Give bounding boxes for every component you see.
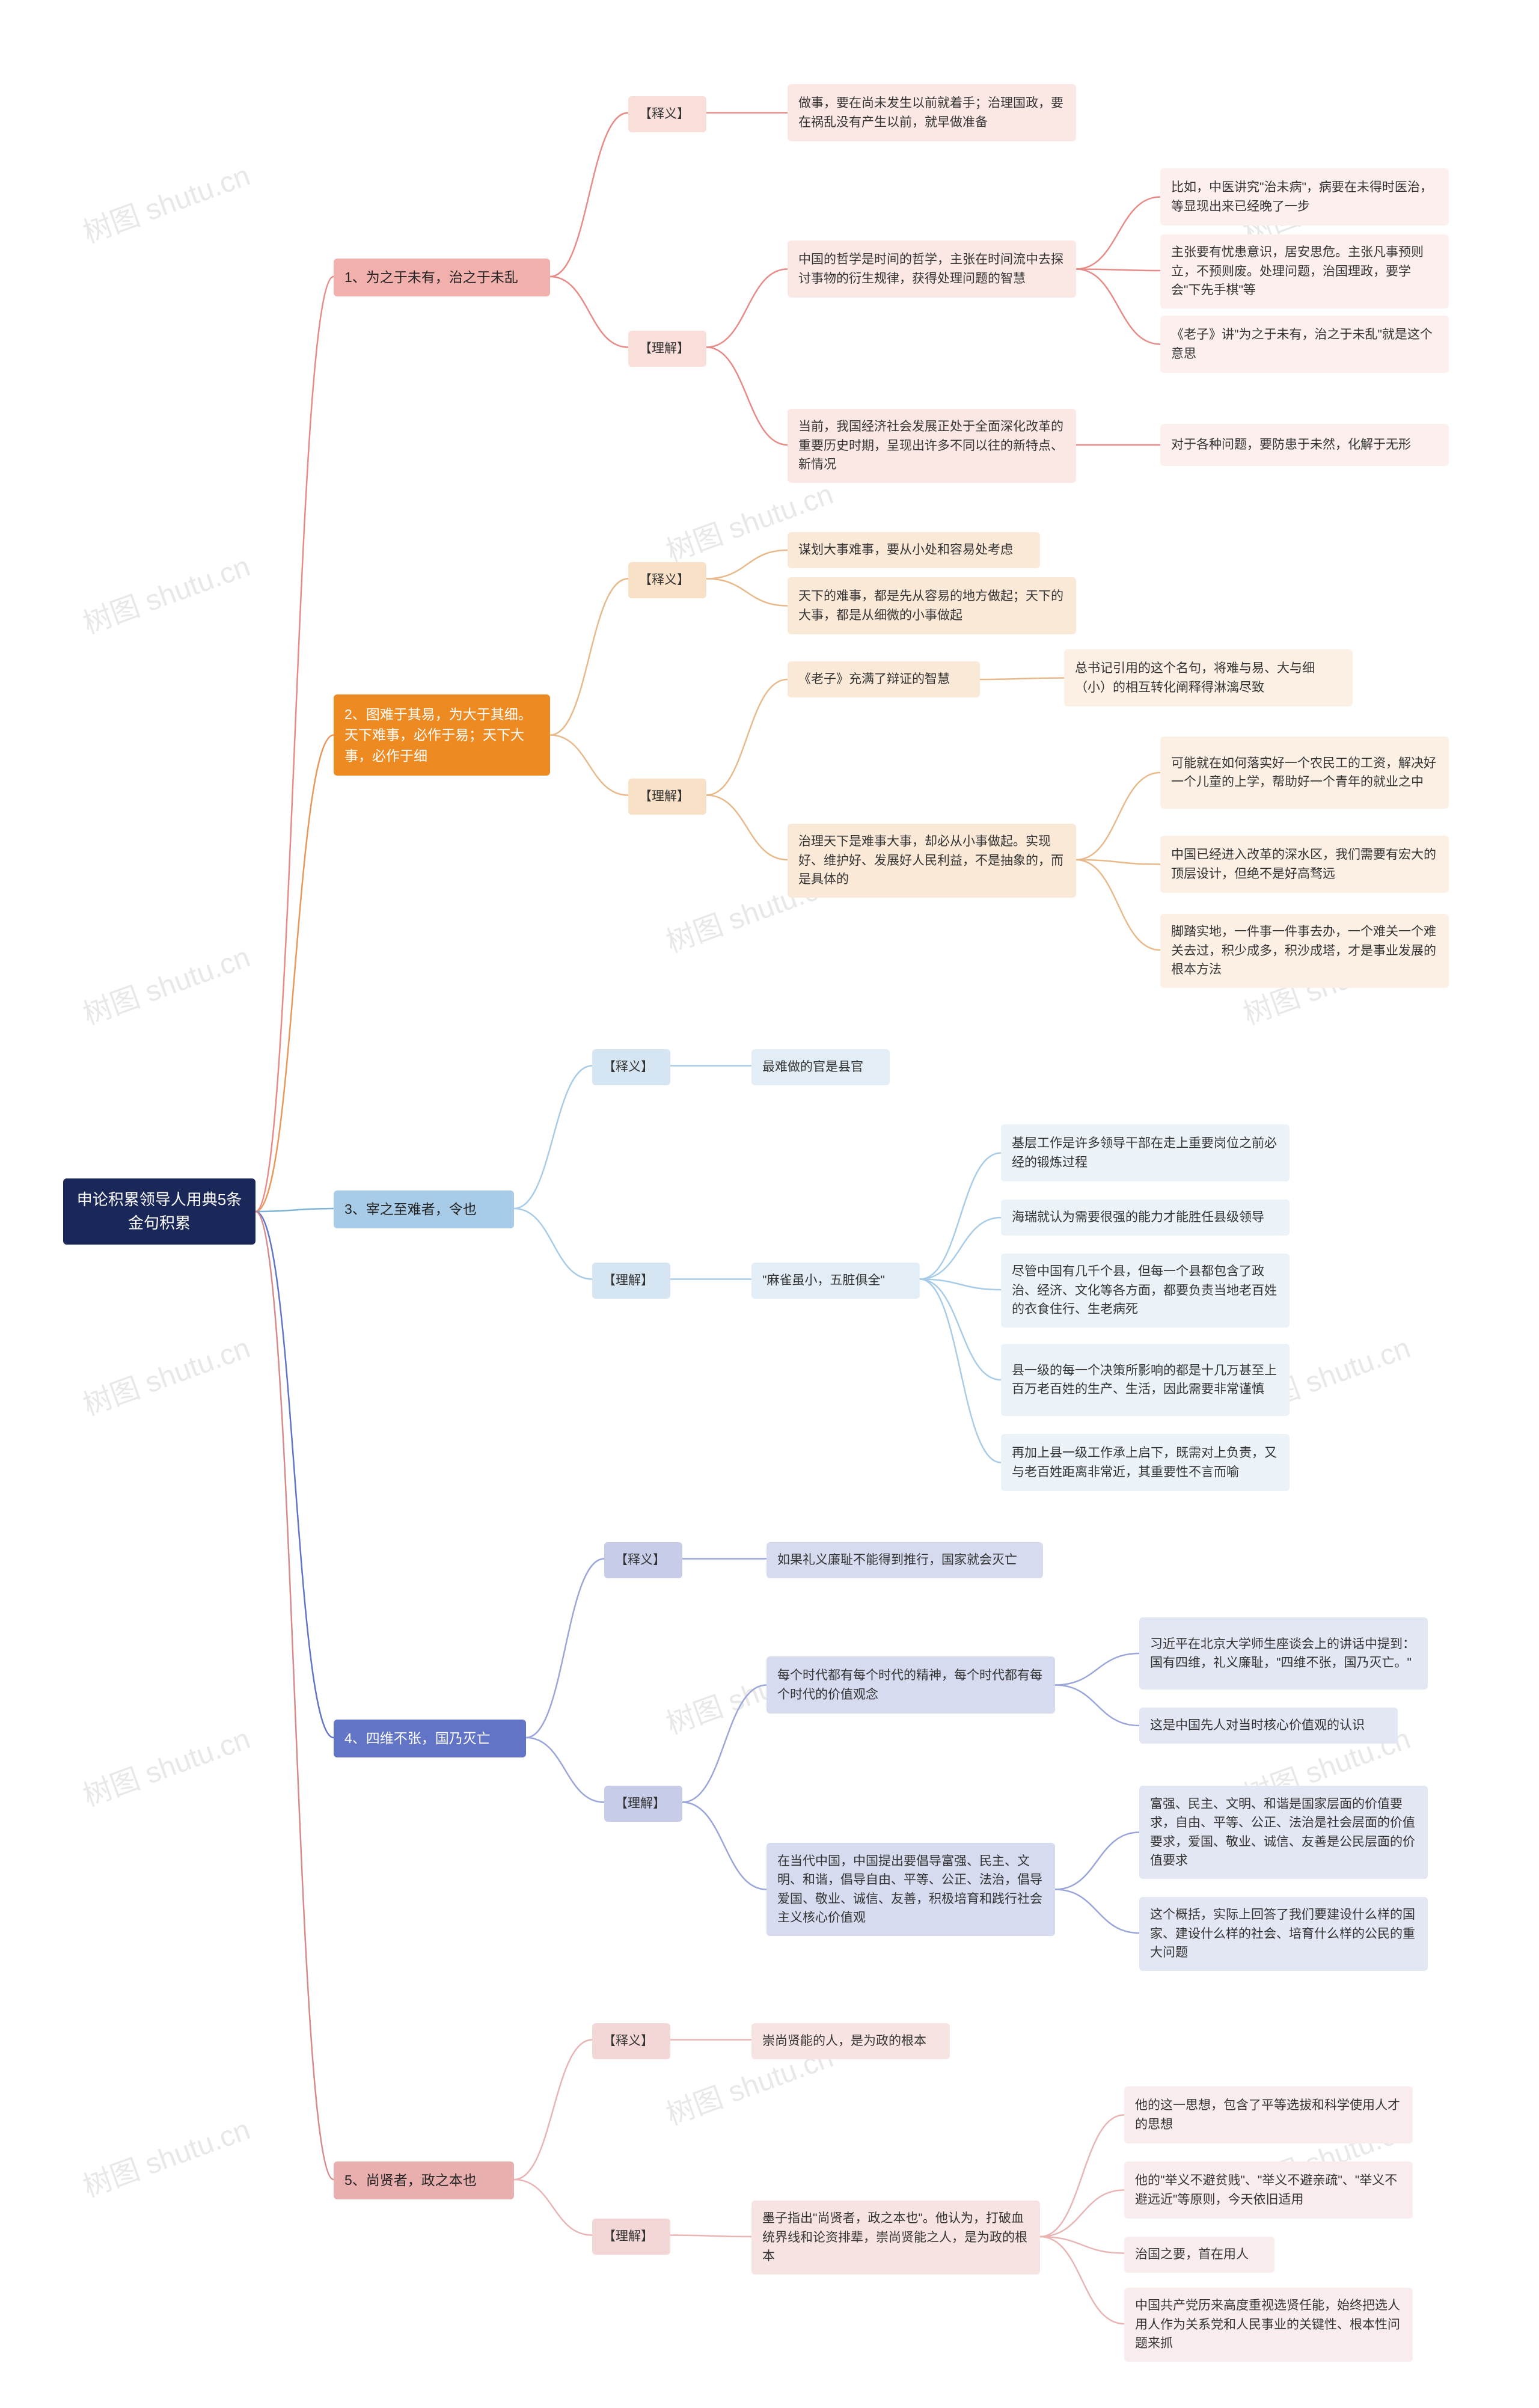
- branch-1-l4-2-1-2: 主张要有忧患意识，居安思危。主张凡事预则立，不预则废。处理问题，治国理政，要学会…: [1160, 234, 1449, 308]
- branch-4-l4-2-2-2: 这个概括，实际上回答了我们要建设什么样的国家、建设什么样的社会、培育什么样的公民…: [1139, 1897, 1428, 1971]
- branch-3-l4-2-1-3: 尽管中国有几千个县，但每一个县都包含了政治、经济、文化等各方面，都要负责当地老百…: [1001, 1254, 1290, 1328]
- branch-4-l4-2-2-1: 富强、民主、文明、和谐是国家层面的价值要求，自由、平等、公正、法治是社会层面的价…: [1139, 1786, 1428, 1879]
- branch-3-l4-2-1-4: 县一级的每一个决策所影响的都是十几万甚至上百万老百姓的生产、生活，因此需要非常谨…: [1001, 1344, 1290, 1416]
- branch-5: 5、尚贤者，政之本也: [334, 2161, 514, 2199]
- branch-1-l2-1: 【释义】: [628, 96, 706, 132]
- branch-2-l4-2-2-3: 脚踏实地，一件事一件事去办，一个难关一个难关去过，积少成多，积沙成塔，才是事业发…: [1160, 914, 1449, 988]
- watermark: 树图 shutu.cn: [76, 152, 255, 251]
- branch-1-l2-2: 【理解】: [628, 331, 706, 367]
- watermark: 树图 shutu.cn: [76, 1324, 255, 1423]
- branch-5-l4-2-1-2: 他的"举义不避贫贱"、"举义不避亲疏"、"举义不避远近"等原则，今天依旧适用: [1124, 2161, 1413, 2219]
- watermark: 树图 shutu.cn: [76, 933, 255, 1032]
- branch-4: 4、四维不张，国乃灭亡: [334, 1720, 526, 1757]
- branch-2-l2-1: 【释义】: [628, 562, 706, 598]
- branch-2-l2-2: 【理解】: [628, 779, 706, 815]
- branch-1-l3-1-1: 做事，要在尚未发生以前就着手；治理国政，要在祸乱没有产生以前，就早做准备: [788, 84, 1076, 141]
- branch-3-l4-2-1-5: 再加上县一级工作承上启下，既需对上负责，又与老百姓距离非常近，其重要性不言而喻: [1001, 1434, 1290, 1491]
- branch-4-l2-2: 【理解】: [604, 1786, 682, 1822]
- root-node: 申论积累领导人用典5条金句积累: [63, 1178, 255, 1245]
- branch-3-l3-1-1: 最难做的官是县官: [751, 1049, 890, 1085]
- branch-3: 3、宰之至难者，令也: [334, 1190, 514, 1228]
- branch-5-l4-2-1-4: 中国共产党历来高度重视选贤任能，始终把选人用人作为关系党和人民事业的关键性、根本…: [1124, 2288, 1413, 2362]
- branch-3-l2-2: 【理解】: [592, 1263, 670, 1299]
- branch-2: 2、图难于其易，为大于其细。天下难事，必作于易；天下大事，必作于细: [334, 694, 550, 776]
- branch-5-l4-2-1-3: 治国之要，首在用人: [1124, 2237, 1274, 2273]
- branch-2-l3-2-1: 《老子》充满了辩证的智慧: [788, 661, 980, 697]
- branch-2-l4-2-1-1: 总书记引用的这个名句，将难与易、大与细（小）的相互转化阐释得淋漓尽致: [1064, 649, 1353, 706]
- branch-4-l3-2-1: 每个时代都有每个时代的精神，每个时代都有每个时代的价值观念: [766, 1656, 1055, 1714]
- branch-5-l3-1-1: 崇尚贤能的人，是为政的根本: [751, 2023, 950, 2059]
- branch-5-l3-2-1: 墨子指出"尚贤者，政之本也"。他认为，打破血统界线和论资排辈，崇尚贤能之人，是为…: [751, 2201, 1040, 2275]
- branch-1: 1、为之于未有，治之于未乱: [334, 259, 550, 296]
- branch-3-l4-2-1-1: 基层工作是许多领导干部在走上重要岗位之前必经的锻炼过程: [1001, 1124, 1290, 1181]
- branch-4-l2-1: 【释义】: [604, 1542, 682, 1578]
- watermark: 树图 shutu.cn: [76, 2106, 255, 2205]
- branch-2-l3-2-2: 治理天下是难事大事，却必从小事做起。实现好、维护好、发展好人民利益，不是抽象的，…: [788, 824, 1076, 898]
- branch-3-l3-2-1: "麻雀虽小，五脏俱全": [751, 1263, 920, 1299]
- watermark: 树图 shutu.cn: [76, 1715, 255, 1814]
- branch-4-l3-2-2: 在当代中国，中国提出要倡导富强、民主、文明、和谐，倡导自由、平等、公正、法治，倡…: [766, 1843, 1055, 1936]
- branch-2-l3-1-1: 谋划大事难事，要从小处和容易处考虑: [788, 532, 1040, 568]
- branch-5-l4-2-1-1: 他的这一思想，包含了平等选拔和科学使用人才的思想: [1124, 2086, 1413, 2143]
- branch-5-l2-2: 【理解】: [592, 2219, 670, 2255]
- branch-1-l3-2-1: 中国的哲学是时间的哲学，主张在时间流中去探讨事物的衍生规律，获得处理问题的智慧: [788, 240, 1076, 298]
- branch-4-l4-2-1-1: 习近平在北京大学师生座谈会上的讲话中提到：国有四维，礼义廉耻，"四维不张，国乃灭…: [1139, 1617, 1428, 1690]
- branch-2-l4-2-2-2: 中国已经进入改革的深水区，我们需要有宏大的顶层设计，但绝不是好高骛远: [1160, 836, 1449, 893]
- watermark: 树图 shutu.cn: [76, 542, 255, 642]
- branch-5-l2-1: 【释义】: [592, 2023, 670, 2059]
- branch-3-l4-2-1-2: 海瑞就认为需要很强的能力才能胜任县级领导: [1001, 1199, 1290, 1236]
- branch-1-l4-2-1-1: 比如，中医讲究"治未病"，病要在未得时医治，等显现出来已经晚了一步: [1160, 168, 1449, 225]
- branch-1-l3-2-2: 当前，我国经济社会发展正处于全面深化改革的重要历史时期，呈现出许多不同以往的新特…: [788, 409, 1076, 483]
- branch-4-l3-1-1: 如果礼义廉耻不能得到推行，国家就会灭亡: [766, 1542, 1043, 1578]
- branch-1-l4-2-2-1: 对于各种问题，要防患于未然，化解于无形: [1160, 424, 1449, 466]
- branch-1-l4-2-1-3: 《老子》讲"为之于未有，治之于未乱"就是这个意思: [1160, 316, 1449, 373]
- branch-4-l4-2-1-2: 这是中国先人对当时核心价值观的认识: [1139, 1708, 1398, 1744]
- branch-2-l4-2-2-1: 可能就在如何落实好一个农民工的工资，解决好一个儿童的上学，帮助好一个青年的就业之…: [1160, 737, 1449, 809]
- branch-2-l3-1-2: 天下的难事，都是先从容易的地方做起；天下的大事，都是从细微的小事做起: [788, 577, 1076, 634]
- branch-3-l2-1: 【释义】: [592, 1049, 670, 1085]
